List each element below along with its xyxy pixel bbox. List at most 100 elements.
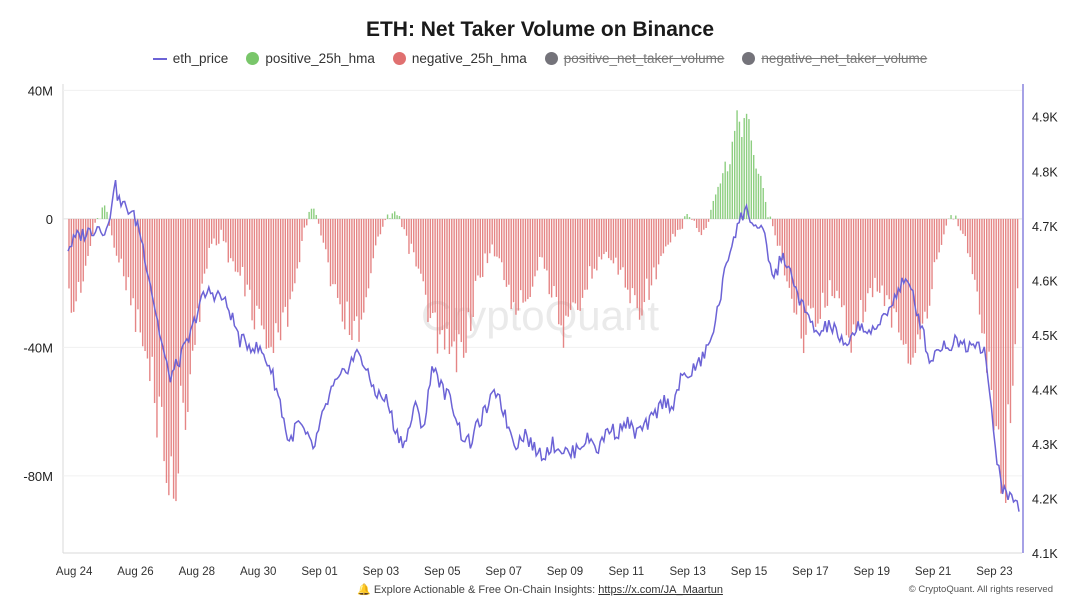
- negative-volume-bar: [558, 218, 560, 325]
- negative-volume-bar: [355, 218, 358, 317]
- legend-item-positive-net-taker[interactable]: positive_net_taker_volume: [544, 51, 725, 66]
- negative-volume-bar: [80, 218, 82, 293]
- negative-volume-bar: [546, 218, 548, 271]
- negative-volume-bar: [805, 218, 807, 335]
- negative-volume-bar: [122, 218, 125, 277]
- positive-volume-bar: [391, 213, 394, 219]
- negative-volume-bar: [952, 218, 955, 220]
- legend-line-swatch: [152, 57, 167, 60]
- negative-volume-bar: [791, 218, 793, 299]
- negative-volume-bar: [905, 218, 907, 344]
- negative-volume-bar: [798, 218, 800, 304]
- legend-item-negative-net-taker[interactable]: negative_net_taker_volume: [742, 51, 927, 66]
- negative-volume-bar: [327, 218, 329, 263]
- positive-volume-bar: [724, 161, 726, 219]
- negative-volume-bar: [484, 218, 486, 254]
- negative-volume-bar: [888, 218, 890, 300]
- negative-volume-bar: [470, 218, 472, 331]
- footer-text: Explore Actionable & Free On-Chain Insig…: [373, 584, 596, 596]
- negative-volume-bar: [707, 218, 710, 222]
- negative-volume-bar: [990, 218, 993, 390]
- negative-volume-bar: [130, 218, 132, 306]
- legend-item-eth-price[interactable]: eth_price: [152, 51, 228, 66]
- positive-volume-bar: [722, 173, 724, 219]
- negative-volume-bar: [845, 218, 848, 336]
- negative-volume-bar: [893, 218, 895, 309]
- negative-volume-bar: [886, 218, 888, 296]
- legend-label: positive_net_taker_volume: [563, 51, 725, 66]
- negative-volume-bar: [898, 218, 900, 333]
- negative-volume-bar: [945, 218, 947, 226]
- negative-volume-bar: [182, 218, 184, 403]
- positive-volume-bar: [764, 201, 767, 219]
- negative-volume-bar: [279, 218, 282, 341]
- x-tick-label: Sep 23: [976, 566, 1012, 578]
- legend-item-negative-hma[interactable]: negative_25h_hma: [392, 51, 527, 66]
- negative-volume-bar: [244, 218, 246, 297]
- negative-volume-bar: [165, 218, 168, 483]
- negative-volume-bar: [1016, 218, 1019, 289]
- negative-volume-bar: [68, 218, 70, 289]
- eth-price-line: [67, 179, 1020, 512]
- negative-volume-bar: [229, 218, 232, 259]
- negative-volume-bar: [161, 218, 163, 407]
- negative-volume-bar: [515, 218, 517, 315]
- negative-volume-bar: [512, 218, 515, 303]
- negative-volume-bar: [248, 218, 251, 290]
- positive-volume-bar: [950, 215, 952, 219]
- negative-volume-bar: [615, 218, 617, 258]
- negative-volume-bar: [969, 218, 971, 258]
- negative-volume-bar: [206, 218, 208, 269]
- negative-volume-bar: [144, 218, 146, 352]
- negative-volume-bar: [928, 218, 931, 306]
- negative-volume-bar: [976, 218, 978, 292]
- negative-volume-bar: [163, 218, 165, 462]
- negative-volume-bar: [890, 218, 893, 328]
- positive-volume-bar: [769, 216, 772, 219]
- negative-volume-bar: [848, 218, 850, 338]
- positive-volume-bar: [760, 175, 762, 219]
- negative-volume-bar: [629, 218, 631, 304]
- negative-volume-bar: [374, 218, 377, 246]
- positive-volume-bar: [955, 215, 957, 219]
- negative-volume-bar: [360, 218, 363, 320]
- negative-volume-bar: [336, 218, 339, 298]
- negative-volume-bar: [653, 218, 655, 268]
- negative-volume-bar: [493, 218, 496, 257]
- negative-volume-bar: [303, 218, 306, 228]
- negative-volume-bar: [420, 218, 422, 274]
- positive-volume-bar: [757, 173, 760, 219]
- negative-volume-bar: [275, 218, 277, 324]
- negative-volume-bar: [77, 218, 80, 282]
- negative-volume-bar: [201, 218, 203, 284]
- negative-volume-bar: [619, 218, 622, 270]
- negative-volume-bar: [156, 218, 158, 438]
- positive-volume-bar: [714, 194, 717, 219]
- legend-item-positive-hma[interactable]: positive_25h_hma: [246, 51, 375, 66]
- negative-volume-bar: [840, 218, 843, 308]
- negative-volume-bar: [491, 218, 493, 245]
- negative-volume-bar: [693, 218, 695, 221]
- negative-volume-bar: [779, 218, 781, 246]
- negative-volume-bar: [225, 218, 227, 243]
- bell-icon: 🔔: [357, 584, 371, 596]
- negative-volume-bar: [149, 218, 151, 382]
- negative-volume-bar: [486, 218, 489, 264]
- footer-link[interactable]: https://x.com/JA_Maartun: [598, 584, 723, 596]
- negative-volume-bar: [833, 218, 836, 299]
- negative-volume-bar: [993, 218, 995, 431]
- negative-volume-bar: [301, 218, 303, 241]
- negative-volume-bar: [598, 218, 600, 257]
- y-left-tick-label: 40M: [28, 83, 53, 98]
- negative-volume-bar: [627, 218, 629, 290]
- positive-volume-bar: [396, 215, 398, 219]
- negative-volume-bar: [843, 218, 845, 306]
- negative-volume-bar: [959, 218, 962, 231]
- x-tick-label: Sep 09: [547, 566, 583, 578]
- negative-volume-bar: [232, 218, 234, 262]
- negative-volume-bar: [213, 218, 215, 239]
- negative-volume-bar: [408, 218, 410, 254]
- positive-volume-bar: [726, 171, 729, 219]
- negative-volume-bar: [786, 218, 788, 282]
